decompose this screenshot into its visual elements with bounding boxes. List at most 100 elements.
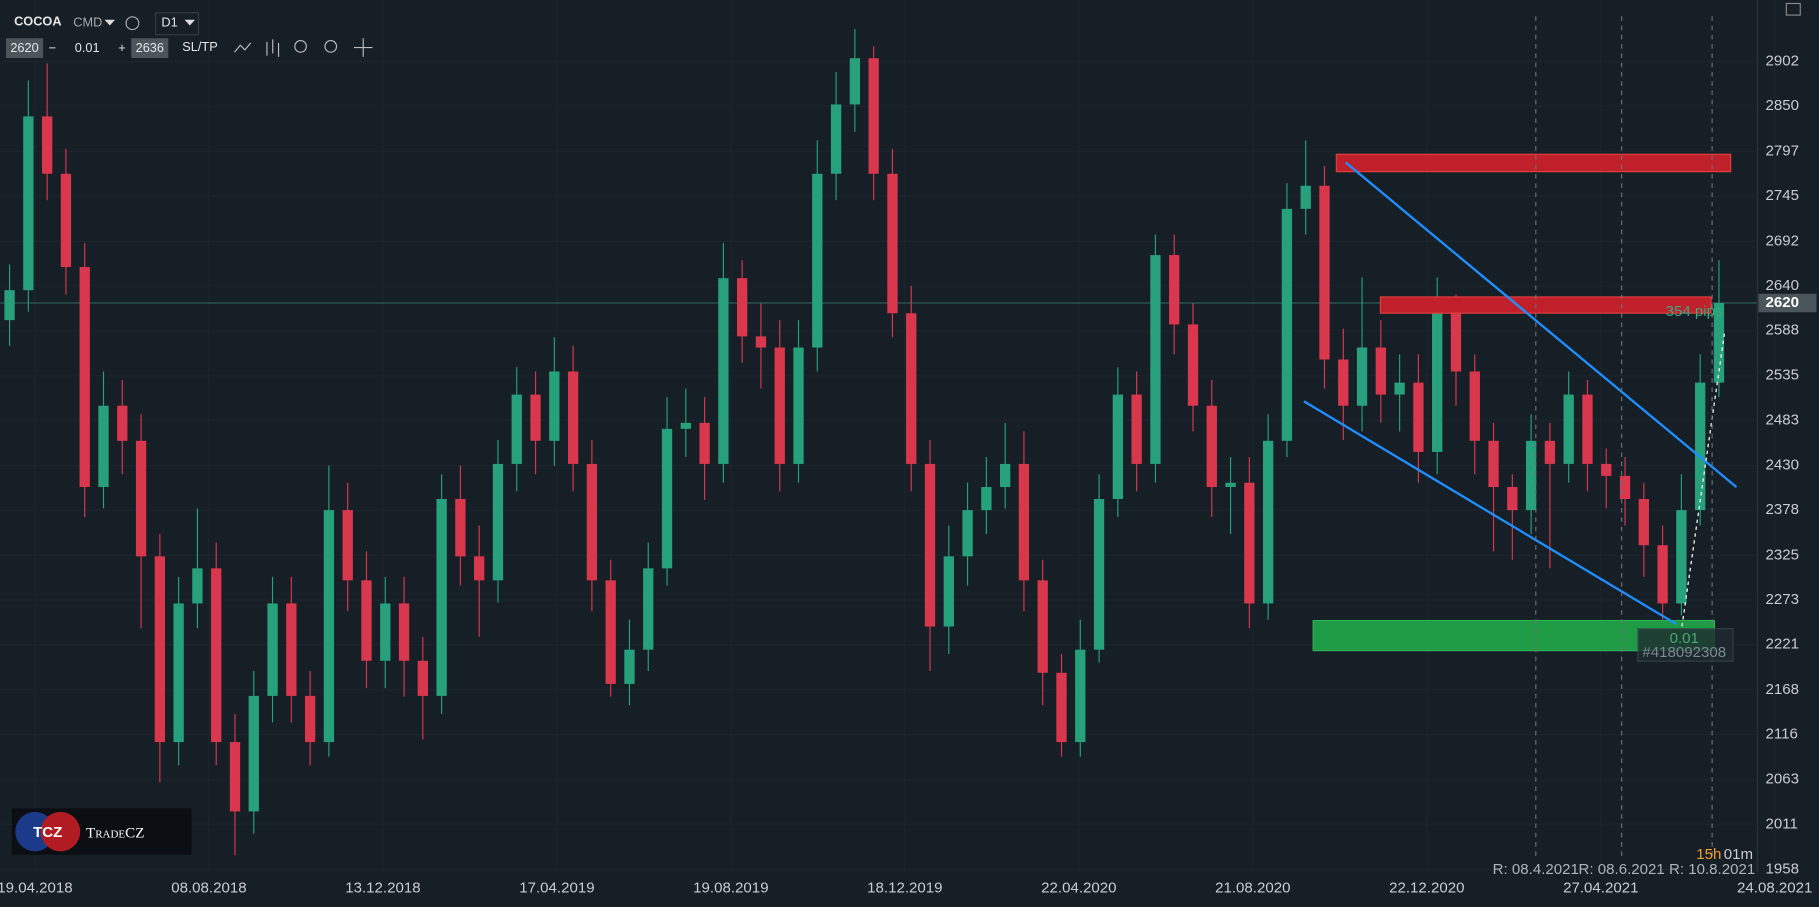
candle-body bbox=[304, 695, 316, 743]
rollover-lines: R: 08.4.2021 R: 08.6.2021 R: 10.8.2021 bbox=[1493, 16, 1755, 878]
candle-body bbox=[1112, 394, 1124, 500]
candle-body bbox=[1713, 303, 1725, 383]
candle-body bbox=[718, 278, 729, 464]
candle-body bbox=[492, 463, 504, 581]
candle-body bbox=[906, 313, 917, 464]
y-tick-label: 2168 bbox=[1765, 681, 1799, 698]
candle-body bbox=[1281, 208, 1293, 441]
x-tick-label: 17.04.2019 bbox=[519, 879, 594, 896]
zoom-out-icon[interactable] bbox=[294, 40, 307, 53]
info-icon[interactable] bbox=[125, 16, 140, 31]
timeframe[interactable]: D1 bbox=[161, 15, 177, 30]
candle-body bbox=[98, 405, 109, 488]
rollover-label: R: 08.4.2021 bbox=[1493, 861, 1579, 878]
candle-body bbox=[1056, 672, 1067, 743]
symbol[interactable]: COCOA bbox=[14, 13, 61, 28]
plus[interactable]: + bbox=[118, 40, 125, 55]
volume[interactable]: 0.01 bbox=[75, 40, 100, 55]
bid-price[interactable]: 2620 bbox=[10, 40, 38, 55]
bid-box[interactable] bbox=[5, 38, 44, 58]
candle-body bbox=[1131, 394, 1142, 464]
candle-body bbox=[1187, 324, 1199, 406]
window-button[interactable] bbox=[1785, 2, 1801, 16]
candle-body bbox=[849, 58, 861, 105]
y-tick-label: 2483 bbox=[1765, 411, 1799, 428]
candle-body bbox=[643, 568, 654, 650]
resistance-zone[interactable] bbox=[1335, 153, 1732, 173]
y-tick-label: 1958 bbox=[1765, 861, 1799, 878]
y-tick-label: 2588 bbox=[1765, 321, 1799, 338]
candle-body bbox=[737, 278, 748, 337]
x-tick-label: 13.12.2018 bbox=[345, 879, 420, 896]
candle-body bbox=[135, 440, 147, 557]
market: CMD bbox=[73, 15, 102, 30]
y-tick-label: 2745 bbox=[1765, 187, 1799, 204]
candle-body bbox=[455, 499, 466, 557]
candle-body bbox=[1093, 499, 1105, 650]
line-icon[interactable] bbox=[234, 42, 252, 53]
pan-icon[interactable] bbox=[353, 38, 373, 57]
zoom-in-icon[interactable] bbox=[324, 40, 338, 53]
y-tick-label: 2850 bbox=[1765, 97, 1799, 114]
candle-body bbox=[41, 116, 53, 174]
candle-body bbox=[774, 347, 785, 464]
candle-body bbox=[1450, 313, 1462, 372]
dropdown-icon[interactable] bbox=[104, 19, 116, 26]
candle-body bbox=[380, 603, 391, 661]
candle-body bbox=[1469, 371, 1480, 441]
x-tick-label: 22.12.2020 bbox=[1389, 879, 1464, 896]
candle-body bbox=[1075, 649, 1086, 743]
candle-body bbox=[417, 660, 428, 696]
candle-body bbox=[830, 104, 842, 174]
dropdown-icon[interactable] bbox=[184, 19, 196, 26]
candle-body bbox=[999, 463, 1011, 488]
candle-body bbox=[1413, 382, 1424, 452]
y-tick-label: 2325 bbox=[1765, 546, 1799, 563]
ask-price[interactable]: 2636 bbox=[136, 40, 164, 55]
candle-body bbox=[1638, 499, 1649, 546]
y-tick-label: 2640 bbox=[1765, 277, 1799, 294]
candle-icon[interactable] bbox=[266, 39, 280, 57]
candle-body bbox=[962, 510, 973, 557]
candle-body bbox=[1356, 347, 1368, 406]
candle-body bbox=[117, 405, 128, 441]
resistance-zone[interactable] bbox=[1379, 296, 1712, 314]
candle-body bbox=[1169, 255, 1180, 325]
countdown-minutes: 01m bbox=[1724, 846, 1753, 863]
y-tick-label: 2902 bbox=[1765, 53, 1799, 70]
candle-body bbox=[1544, 440, 1556, 464]
candle-body bbox=[887, 173, 898, 314]
candle-body bbox=[474, 556, 485, 581]
candle-body bbox=[1206, 405, 1217, 488]
x-tick-label: 24.08.2021 bbox=[1737, 879, 1812, 896]
y-tick-label: 2430 bbox=[1765, 457, 1799, 474]
order-box[interactable] bbox=[1637, 628, 1734, 662]
candle-body bbox=[342, 510, 353, 581]
candle-body bbox=[1319, 185, 1330, 360]
candle-body bbox=[248, 695, 259, 812]
ask-box[interactable] bbox=[131, 38, 169, 58]
candle-body bbox=[530, 394, 541, 441]
sltp[interactable]: SL/TP bbox=[182, 39, 217, 54]
candle-body bbox=[1394, 382, 1405, 395]
x-tick-label: 08.08.2018 bbox=[171, 879, 246, 896]
trend-line[interactable] bbox=[1303, 400, 1677, 625]
candle-body bbox=[267, 603, 278, 696]
candle-body bbox=[924, 463, 936, 627]
trend-line[interactable] bbox=[1344, 161, 1738, 489]
candle-body bbox=[1601, 463, 1612, 476]
candle-body bbox=[1225, 482, 1236, 488]
candle-body bbox=[812, 173, 823, 348]
y-tick-label: 2797 bbox=[1765, 142, 1799, 159]
candle-body bbox=[192, 568, 203, 604]
y-tick-label: 2535 bbox=[1765, 367, 1799, 384]
candle-body bbox=[1695, 382, 1706, 511]
toolbar: COCOA CMD D1 2620 − 0.01 + 2636 SL/TP bbox=[5, 12, 373, 58]
minus[interactable]: − bbox=[49, 40, 56, 55]
rollover-label: R: 10.8.2021 bbox=[1669, 861, 1755, 878]
rollover-label: R: 08.6.2021 bbox=[1579, 861, 1665, 878]
timeframe-box[interactable] bbox=[155, 12, 200, 36]
candle-body bbox=[1375, 347, 1387, 395]
